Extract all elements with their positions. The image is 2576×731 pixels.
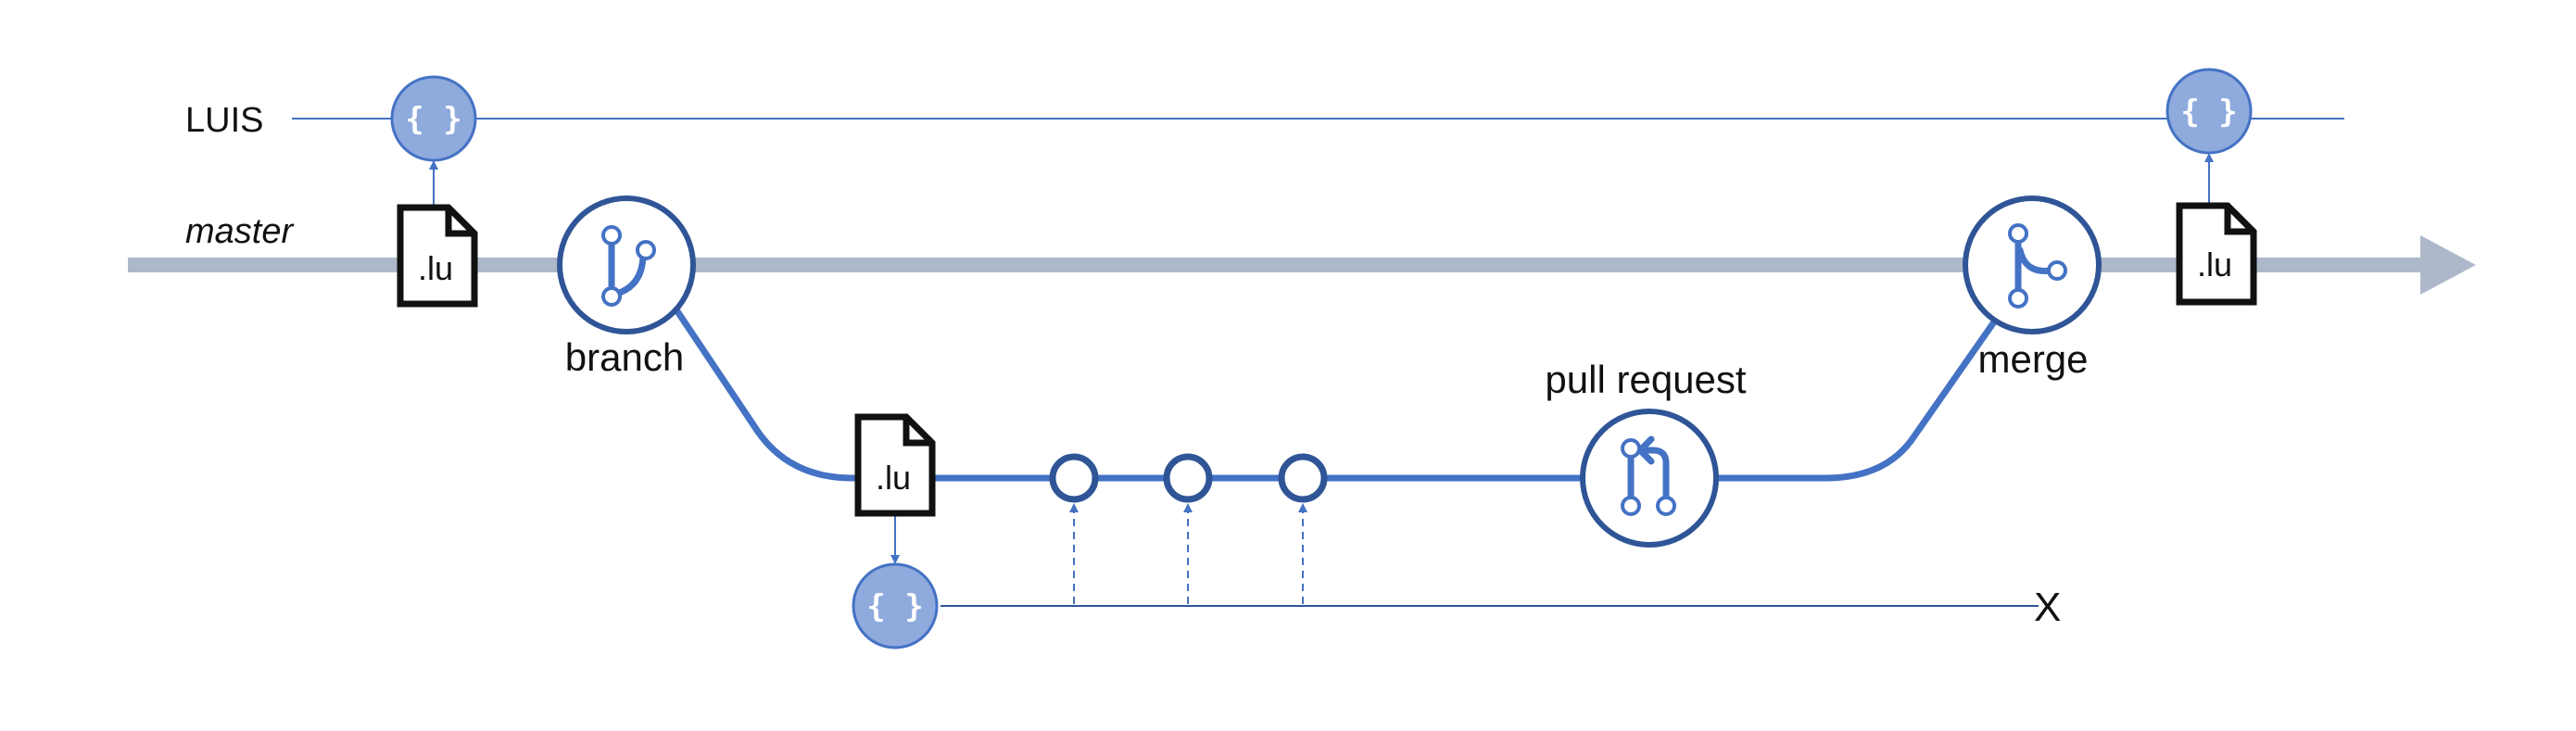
branch-node [557, 195, 696, 334]
git-merge-icon [2008, 223, 2067, 309]
curly-braces-icon: { } [405, 101, 461, 138]
feature-branch-line [671, 304, 2004, 482]
pull-request-node [1580, 409, 1719, 548]
commit-node-1 [1049, 453, 1099, 503]
branch-label: branch [565, 335, 684, 379]
lu-file-label: .lu [876, 459, 911, 497]
pull-request-icon [1621, 435, 1676, 516]
luis-lane-label: LUIS [185, 101, 263, 140]
lu-file-master-start: .lu [397, 204, 478, 308]
git-branch-icon [601, 225, 656, 307]
luis-model-icon [2166, 68, 2253, 155]
master-lane-label: master [185, 212, 294, 251]
lu-file-label: .lu [2197, 246, 2232, 284]
luis-model-icon [390, 75, 477, 162]
merge-node [1963, 195, 2102, 334]
curly-braces-icon: { } [866, 588, 923, 625]
discard-marker: X [2034, 585, 2061, 630]
document-icon [2176, 202, 2257, 306]
luis-model-top-left: { } [390, 75, 477, 162]
luis-model-top-right: { } [2166, 68, 2253, 155]
commit-node-2 [1163, 453, 1213, 503]
merge-label: merge [1977, 337, 2088, 381]
master-lane-arrowhead [2420, 235, 2476, 295]
document-icon [854, 413, 936, 517]
luis-model-icon [852, 562, 939, 649]
lu-file-feature: .lu [854, 413, 936, 517]
commit-node-3 [1278, 453, 1328, 503]
curly-braces-icon: { } [2180, 94, 2237, 131]
lu-file-label: .lu [418, 249, 453, 287]
pull-request-label: pull request [1545, 358, 1746, 401]
document-icon [397, 204, 478, 308]
lu-file-master-end: .lu [2176, 202, 2257, 306]
luis-model-feature: { } [852, 562, 939, 649]
